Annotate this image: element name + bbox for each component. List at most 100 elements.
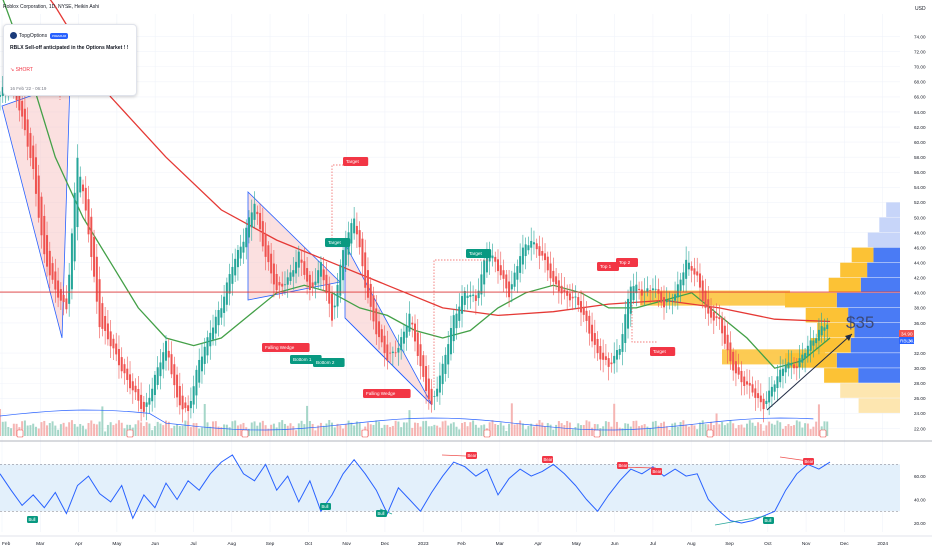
volume-bar xyxy=(10,428,13,436)
candle-body xyxy=(654,288,657,290)
earnings-marker[interactable] xyxy=(483,429,491,438)
time-tick-label: Feb xyxy=(2,541,11,547)
volume-bar xyxy=(0,409,1,436)
rsi-label-bg xyxy=(27,516,38,523)
earnings-marker[interactable] xyxy=(361,429,369,438)
volume-bar xyxy=(494,423,497,436)
volume-bar xyxy=(57,429,60,436)
candle-body xyxy=(40,196,43,236)
candle-body xyxy=(635,284,638,294)
candle-body xyxy=(521,247,524,265)
candle-body xyxy=(87,199,90,235)
candle-body xyxy=(286,277,289,285)
volume-bar xyxy=(795,420,798,436)
volume-bar xyxy=(84,429,87,436)
volume-bar xyxy=(455,426,458,436)
rsi-label-bg xyxy=(320,503,331,510)
volume-bar xyxy=(585,420,588,436)
volume-bar xyxy=(234,420,237,436)
earnings-marker[interactable] xyxy=(16,429,24,438)
candle-body xyxy=(621,334,624,352)
volume-bar xyxy=(635,420,638,436)
volume-bar xyxy=(643,424,646,436)
time-tick-label: May xyxy=(112,541,122,547)
candle-body xyxy=(206,337,209,356)
candle-body xyxy=(436,388,439,397)
rsi-label-bg xyxy=(803,458,814,465)
candle-body xyxy=(674,294,677,301)
rsi-label-bg xyxy=(466,452,477,459)
volume-bar xyxy=(693,425,696,436)
idea-author[interactable]: TopgOptions xyxy=(19,33,48,39)
volume-bar xyxy=(568,422,571,436)
candle-body xyxy=(510,284,513,290)
candle-body xyxy=(433,396,436,397)
volume-profile-bar xyxy=(828,277,861,293)
volume-bar xyxy=(444,420,447,436)
candle-body xyxy=(176,374,179,398)
candle-body xyxy=(253,203,256,220)
volume-profile-bar xyxy=(836,353,900,368)
candle-body xyxy=(225,282,228,305)
candle-body xyxy=(142,401,145,412)
candle-body xyxy=(801,354,804,363)
candle-body xyxy=(256,211,259,215)
volume-bar xyxy=(422,421,425,436)
candle-body xyxy=(344,244,347,266)
idea-card[interactable]: TopgOptions PREMIUM RBLX Sell-off antici… xyxy=(3,24,137,96)
candle-body xyxy=(84,187,87,211)
candle-body xyxy=(167,350,170,358)
volume-bar xyxy=(723,425,726,436)
earnings-marker[interactable] xyxy=(593,429,601,438)
candle-body xyxy=(721,318,724,334)
time-tick-label: Apr xyxy=(75,541,83,547)
volume-bar xyxy=(535,423,538,436)
candle-body xyxy=(679,279,682,291)
earnings-marker[interactable] xyxy=(126,429,134,438)
candle-body xyxy=(748,382,751,386)
candle-body xyxy=(438,375,441,393)
volume-bar xyxy=(809,429,812,436)
volume-bar xyxy=(283,423,286,436)
earnings-marker[interactable] xyxy=(819,429,827,438)
volume-profile-bar xyxy=(810,338,851,353)
volume-bar xyxy=(557,421,560,436)
volume-bar xyxy=(544,426,547,436)
volume-bar xyxy=(228,427,231,436)
volume-bar xyxy=(826,421,829,436)
volume-bar xyxy=(532,426,535,436)
candle-body xyxy=(557,280,560,292)
candle-body xyxy=(754,388,757,398)
volume-bar xyxy=(176,424,179,436)
volume-bar xyxy=(491,420,494,436)
candle-body xyxy=(762,398,765,410)
volume-bar xyxy=(790,425,793,436)
price-tick-label: 50.00 xyxy=(914,215,926,220)
price-tick-label: 38.00 xyxy=(914,306,926,311)
volume-bar xyxy=(214,421,217,436)
volume-bar xyxy=(759,424,762,436)
candle-body xyxy=(577,297,580,306)
volume-bar xyxy=(732,423,735,436)
volume-bar xyxy=(538,420,541,436)
volume-bar xyxy=(591,427,594,436)
earnings-marker[interactable] xyxy=(706,429,714,438)
volume-bar xyxy=(281,420,284,436)
volume-bar xyxy=(721,421,724,436)
volume-bar xyxy=(701,420,704,436)
volume-bar xyxy=(170,428,173,436)
candle-body xyxy=(372,295,375,322)
premium-badge: PREMIUM xyxy=(50,33,69,39)
idea-headline[interactable]: RBLX Sell-off anticipated in the Options… xyxy=(10,45,129,51)
candle-body xyxy=(696,271,699,276)
volume-bar xyxy=(165,420,167,436)
earnings-marker[interactable] xyxy=(241,429,249,438)
volume-bar xyxy=(402,422,405,436)
volume-bar xyxy=(12,423,15,436)
annotation-label: Target xyxy=(469,251,482,256)
volume-bar xyxy=(101,406,104,436)
candle-body xyxy=(70,233,73,290)
volume-bar xyxy=(449,423,452,436)
volume-bar xyxy=(571,429,574,436)
